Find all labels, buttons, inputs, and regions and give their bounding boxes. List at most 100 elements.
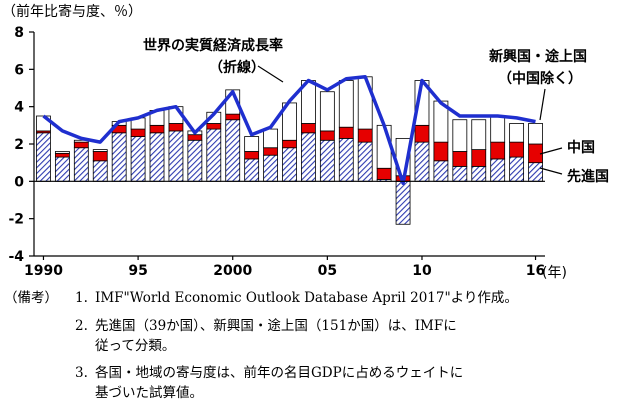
emerging-leader bbox=[539, 88, 546, 121]
bar-advanced-2007 bbox=[357, 141, 373, 182]
bar-advanced-2006 bbox=[338, 137, 354, 182]
unit-label: （前年比寄与度、％） bbox=[2, 3, 142, 20]
bar-advanced-2004 bbox=[301, 132, 316, 182]
bar-china-2010 bbox=[414, 124, 430, 143]
note-1-line-1: IMF"World Economic Outlook Database Apri… bbox=[95, 290, 518, 306]
bar-emerging-2012 bbox=[452, 119, 468, 152]
bar-advanced-1993 bbox=[92, 160, 108, 182]
bar-china-1999 bbox=[206, 123, 222, 130]
bar-china-2011 bbox=[433, 141, 449, 162]
note-1-num: 1. bbox=[75, 290, 88, 306]
note-3-num: 3. bbox=[75, 365, 88, 381]
bar-advanced-2005 bbox=[319, 139, 335, 182]
notes-head: （備考） bbox=[4, 290, 58, 306]
bar-advanced-2009 bbox=[395, 180, 411, 225]
advanced-leader bbox=[539, 167, 563, 175]
emerging-label-2: （中国除く） bbox=[498, 70, 582, 87]
bar-china-2014 bbox=[490, 141, 506, 160]
x-unit-label: (年) bbox=[542, 265, 567, 281]
notes-section: （備考） 1. IMF"World Economic Outlook Datab… bbox=[0, 288, 620, 407]
bar-advanced-1991 bbox=[54, 156, 70, 182]
y-tick-label: -2 bbox=[8, 212, 24, 228]
bar-china-1995 bbox=[130, 128, 146, 137]
bar-china-2004 bbox=[301, 123, 316, 134]
note-2-line-2: 従って分類。 bbox=[95, 338, 176, 354]
x-tick-label: 2000 bbox=[213, 263, 252, 279]
x-tick-label: 16 bbox=[526, 263, 545, 279]
bar-advanced-1990 bbox=[36, 132, 51, 182]
bar-advanced-2012 bbox=[452, 165, 468, 182]
bar-advanced-2013 bbox=[471, 165, 487, 182]
bar-china-1996 bbox=[149, 124, 165, 134]
note-2-num: 2. bbox=[75, 318, 88, 334]
note-3-line-1: 各国・地域の寄与度は、前年の名目GDPに占めるウェイトに bbox=[95, 365, 464, 381]
bar-china-2001 bbox=[244, 151, 260, 160]
bar-advanced-2002 bbox=[263, 154, 278, 182]
bar-advanced-2015 bbox=[509, 156, 525, 182]
bar-advanced-1995 bbox=[130, 136, 146, 182]
bar-advanced-2001 bbox=[244, 158, 260, 182]
advanced-label: 先進国 bbox=[567, 168, 609, 185]
note-3-line-2: 基づいた試算値。 bbox=[95, 385, 203, 401]
world-growth-line-group bbox=[42, 75, 536, 185]
world-growth-line bbox=[42, 75, 536, 185]
bar-advanced-1992 bbox=[73, 147, 89, 182]
bar-china-2008 bbox=[376, 167, 392, 180]
bar-advanced-1994 bbox=[111, 132, 127, 182]
china-leader bbox=[539, 147, 563, 155]
bar-china-2003 bbox=[282, 139, 297, 149]
bar-advanced-2016 bbox=[528, 162, 543, 182]
note-2-line-1: 先進国（39か国）、新興国・途上国（151か国）は、IMFに bbox=[95, 318, 457, 334]
bar-emerging-2002 bbox=[263, 128, 278, 149]
bar-advanced-1997 bbox=[168, 130, 184, 182]
china-label: 中国 bbox=[567, 139, 595, 156]
bar-china-1997 bbox=[168, 123, 184, 132]
bar-advanced-2000 bbox=[225, 119, 241, 182]
bar-emerging-2006 bbox=[338, 80, 354, 128]
bar-emerging-1991 bbox=[54, 151, 70, 154]
x-axis: 1990 95 2000 05 10 16 bbox=[24, 180, 545, 279]
y-tick-label: 6 bbox=[14, 62, 24, 78]
bar-advanced-1998 bbox=[187, 139, 203, 182]
bar-advanced-2014 bbox=[490, 158, 506, 182]
bar-emerging-2014 bbox=[490, 115, 506, 143]
bar-china-1992 bbox=[73, 141, 89, 149]
bar-emerging-2015 bbox=[509, 123, 525, 143]
bar-advanced-2011 bbox=[433, 160, 449, 182]
bar-emerging-2001 bbox=[244, 136, 260, 152]
line-title-label: 世界の実質経済成長率 bbox=[143, 37, 283, 54]
y-tick-label: 0 bbox=[14, 174, 24, 190]
line-title-leader bbox=[257, 65, 284, 83]
y-tick-label: 8 bbox=[14, 25, 24, 41]
bar-china-2012 bbox=[452, 151, 468, 167]
line-sub-label: （折線） bbox=[209, 59, 265, 76]
bar-emerging-2013 bbox=[471, 119, 487, 150]
bar-advanced-2003 bbox=[282, 147, 297, 182]
bar-china-2007 bbox=[357, 128, 373, 143]
bar-china-2000 bbox=[225, 113, 241, 121]
bar-emerging-2008 bbox=[376, 124, 392, 169]
x-tick-label: 1990 bbox=[24, 263, 63, 279]
y-axis: -4 -2 0 2 4 6 8 bbox=[8, 25, 35, 265]
x-tick-label: 10 bbox=[412, 263, 432, 279]
bar-china-1991 bbox=[54, 152, 70, 158]
bar-advanced-2010 bbox=[414, 141, 430, 182]
x-tick-label: 95 bbox=[128, 263, 147, 279]
bar-china-2002 bbox=[263, 147, 278, 156]
bar-advanced-1996 bbox=[149, 132, 165, 182]
bar-china-1993 bbox=[92, 151, 108, 162]
y-tick-label: -4 bbox=[8, 249, 24, 265]
emerging-label-1: 新興国・途上国 bbox=[489, 48, 587, 65]
bar-china-2006 bbox=[338, 126, 354, 139]
bar-emerging-2005 bbox=[319, 91, 335, 132]
bar-china-2005 bbox=[319, 130, 335, 141]
bar-china-1998 bbox=[187, 134, 203, 141]
x-tick-label: 05 bbox=[318, 263, 337, 279]
bar-china-2013 bbox=[471, 149, 487, 167]
bar-china-2015 bbox=[509, 141, 525, 158]
y-tick-label: 2 bbox=[14, 137, 24, 153]
bar-advanced-1999 bbox=[206, 128, 222, 182]
bar-emerging-1993 bbox=[92, 149, 108, 152]
y-tick-label: 4 bbox=[14, 100, 24, 116]
growth-contribution-chart: （前年比寄与度、％） -4 -2 0 2 4 6 8 1990 95 2000 05 10 16 (年… bbox=[2, 3, 609, 281]
